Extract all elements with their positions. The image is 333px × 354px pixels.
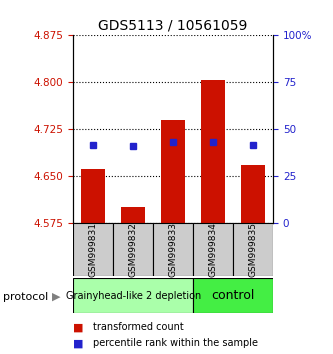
Text: transformed count: transformed count [93, 322, 184, 332]
Text: ■: ■ [73, 338, 84, 348]
Bar [153, 223, 193, 276]
Title: GDS5113 / 10561059: GDS5113 / 10561059 [99, 19, 248, 33]
Bar [193, 223, 233, 276]
Bar [81, 169, 105, 223]
Text: control: control [211, 289, 255, 302]
Text: GSM999831: GSM999831 [89, 222, 98, 277]
Bar [161, 120, 185, 223]
Text: Grainyhead-like 2 depletion: Grainyhead-like 2 depletion [66, 291, 201, 301]
Bar [73, 223, 113, 276]
Text: GSM999832: GSM999832 [129, 222, 138, 277]
Bar [233, 223, 273, 276]
Bar [73, 278, 193, 313]
Bar [193, 278, 273, 313]
Text: GSM999833: GSM999833 [168, 222, 178, 277]
Bar [201, 80, 225, 223]
Bar [121, 207, 145, 223]
Bar [241, 165, 265, 223]
Bar [113, 223, 153, 276]
Text: ■: ■ [73, 322, 84, 332]
Text: ▶: ▶ [52, 292, 60, 302]
Text: GSM999835: GSM999835 [248, 222, 258, 277]
Text: GSM999834: GSM999834 [208, 222, 218, 277]
Text: percentile rank within the sample: percentile rank within the sample [93, 338, 258, 348]
Text: protocol: protocol [3, 292, 49, 302]
